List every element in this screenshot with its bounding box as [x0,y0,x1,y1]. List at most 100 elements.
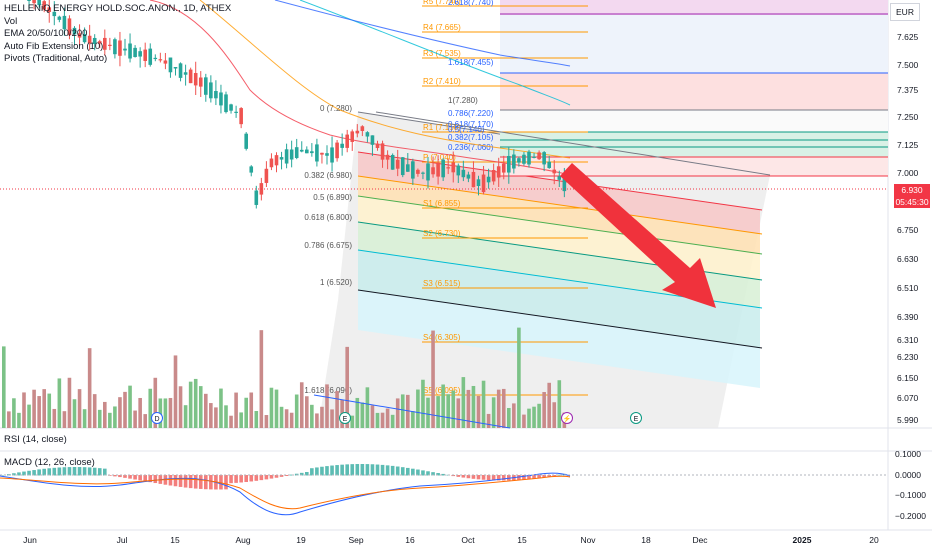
macd-bar [22,471,26,476]
price-tick: 7.000 [897,168,919,178]
volume-bar [118,397,122,428]
candle-body [67,18,72,36]
volume-bar [325,384,329,428]
candle-body [82,34,87,43]
candle-body [537,152,541,160]
volume-bar [360,402,365,428]
macd-label[interactable]: MACD (12, 26, close) [4,457,95,468]
time-tick: 15 [517,535,527,545]
macd-bar [219,475,223,490]
rsi-label[interactable]: RSI (14, close) [4,434,67,445]
macd-bar [77,467,82,476]
macd-bar [188,475,193,489]
volume-bar [219,388,223,428]
volume-bar [461,377,466,428]
candle-body [320,152,324,155]
candle-body [557,176,562,180]
price-tick: 5.990 [897,415,919,425]
event-letter: D [154,416,159,423]
price-tick: 6.510 [897,283,919,293]
axes: 7.625 7.500 7.375 7.250 7.125 7.000 6.750 6.630… [23,32,926,545]
event-icon [630,412,642,424]
volume-bar [214,407,218,428]
macd-bar [92,467,97,476]
price-tick: 7.250 [897,112,919,122]
candle-body [466,174,471,179]
volume-bar [254,410,259,428]
time-tick: 16 [405,535,415,545]
macd-bar [501,475,506,481]
macd-bar [37,469,41,476]
legend-fib[interactable]: Auto Fib Extension (10) [4,40,104,52]
macd-line [0,472,571,516]
candle-body [360,126,365,131]
price-tick: 7.500 [897,60,919,70]
candle-body [158,59,163,61]
volume-bar [547,382,551,428]
volume-bar [123,391,127,428]
price-tick: 6.750 [897,225,919,235]
macd-bar [537,475,541,479]
candle-body [289,149,294,160]
macd-bar [103,468,107,476]
volume-bar [335,391,339,428]
volume-bar [522,414,526,428]
fib-ext-label: 0.618(7.170) [448,120,494,129]
volume-bar [249,392,254,428]
pivot-label: R3 (7.535) [423,49,461,58]
volume-bar [239,412,243,428]
time-tick: Dec [692,535,708,545]
volume-bar [279,406,284,428]
time-tick: 2025 [793,535,812,545]
candle-body [406,164,410,172]
macd-bar [82,467,87,476]
macd-bar [411,468,415,476]
volume-bar [72,399,77,428]
currency-label[interactable]: EUR [890,3,920,21]
volume-bar [198,386,203,428]
ema-line [149,0,571,176]
symbol-title[interactable]: HELLENiQ ENERGY HOLD.SOC.ANON., 1D, ATHE… [4,3,232,14]
volume-bar [557,380,562,428]
volume-bar [27,404,31,428]
macd-bar [299,472,304,476]
legend-ema[interactable]: EMA 20/50/100/200 [4,28,88,39]
volume-bar [77,389,82,428]
candle-body [209,82,213,99]
candle-body [62,15,67,30]
volume-bar [345,346,349,428]
volume-bar [188,381,193,428]
macd-bar [355,464,360,476]
macd-bar [552,475,557,477]
volume-bar [204,393,208,428]
macd-bar [234,475,238,483]
volume-bar [113,406,117,428]
candle-body [299,149,304,152]
volume-bar [97,409,102,428]
candle-body [527,151,531,165]
legend-pivots[interactable]: Pivots (Traditional, Auto) [4,53,108,64]
macd-bar [259,475,264,481]
candle-body [103,37,107,50]
candle-body [562,178,567,192]
candle-body [183,72,188,75]
macd-bar [416,469,420,476]
overlay-drawings: D E ⚡ E [0,111,888,429]
macd-bar [547,475,551,477]
macd-bar [456,475,461,477]
volume-bar [481,380,486,428]
volume-bar [390,414,395,428]
macd-bar [335,465,339,476]
macd-bar [289,474,294,476]
candle-body [148,48,153,65]
macd-bar [123,475,127,478]
fib-level-line [357,195,763,255]
macd-bar [436,473,440,476]
legend-vol[interactable]: Vol [4,15,18,27]
volume-bar [517,327,521,428]
volume-bar [456,398,461,428]
fib-ext-label: 2.618(7.740) [448,0,494,7]
candle-body [310,151,314,154]
